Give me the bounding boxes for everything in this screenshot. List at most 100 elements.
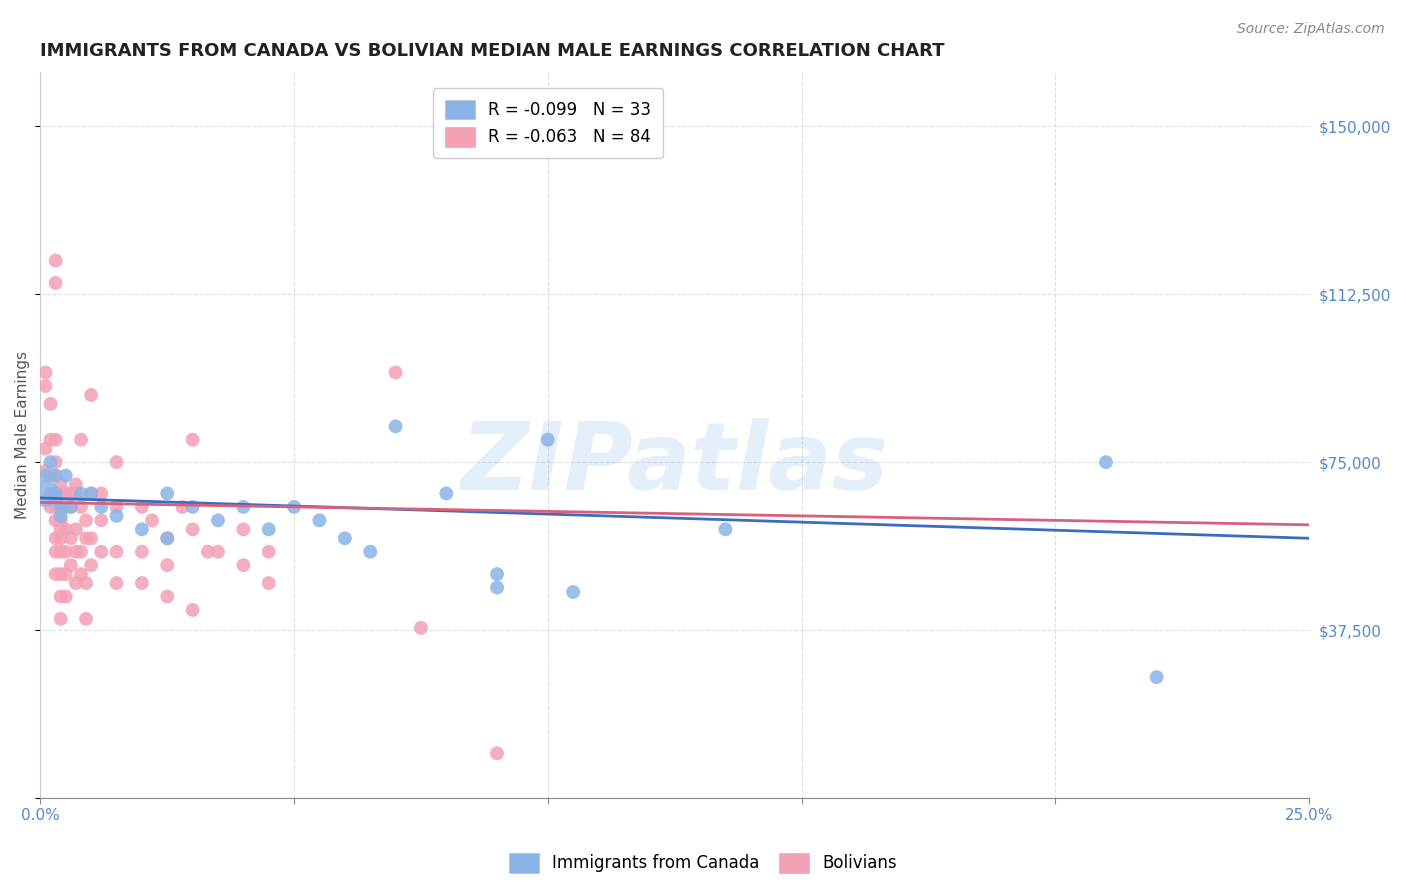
Legend: R = -0.099   N = 33, R = -0.063   N = 84: R = -0.099 N = 33, R = -0.063 N = 84 (433, 88, 662, 158)
Point (49, 508, 72, 523)
Point (80, 388, 103, 402)
Point (75, 612, 97, 626)
Point (45, 253, 67, 268)
Point (70, 545, 93, 559)
Point (34, 442, 56, 456)
Point (131, 545, 153, 559)
Point (409, 621, 432, 635)
Point (181, 500, 204, 514)
Point (90, 500, 112, 514)
Point (308, 513, 330, 527)
Point (80, 531, 103, 545)
Point (55, 590, 77, 604)
Point (34, 366, 56, 380)
Point (45, 513, 67, 527)
Point (39, 455, 62, 469)
Point (49, 513, 72, 527)
Point (70, 500, 93, 514)
Point (257, 576, 280, 591)
Point (714, 522, 737, 536)
Point (45, 500, 67, 514)
Point (90, 545, 112, 559)
Point (45, 468, 67, 483)
Point (59, 500, 82, 514)
Point (55, 567, 77, 582)
Point (105, 508, 128, 523)
Point (181, 433, 204, 447)
Point (75, 513, 97, 527)
Point (39, 468, 62, 483)
Point (131, 500, 153, 514)
Point (65, 477, 87, 491)
Point (232, 500, 254, 514)
Point (45, 486, 67, 500)
Point (434, 486, 457, 500)
Point (232, 558, 254, 573)
Point (49, 567, 72, 582)
Point (49, 477, 72, 491)
Point (45, 276, 67, 290)
Point (45, 531, 67, 545)
Point (65, 545, 87, 559)
Point (105, 500, 128, 514)
Point (45, 545, 67, 559)
Point (232, 522, 254, 536)
Point (105, 455, 128, 469)
Point (131, 576, 153, 591)
Point (39, 486, 62, 500)
Point (75, 531, 97, 545)
Point (55, 500, 77, 514)
Point (45, 486, 67, 500)
Point (562, 585, 585, 599)
Point (156, 531, 179, 545)
Point (359, 545, 381, 559)
Point (55, 522, 77, 536)
Point (59, 531, 82, 545)
Point (257, 545, 280, 559)
Point (197, 545, 219, 559)
Point (34, 468, 56, 483)
Point (105, 576, 128, 591)
Point (156, 531, 179, 545)
Point (257, 522, 280, 536)
Point (45, 468, 67, 483)
Point (75, 576, 97, 591)
Point (207, 545, 229, 559)
Point (80, 558, 103, 573)
Point (45, 433, 67, 447)
Point (49, 531, 72, 545)
Point (65, 522, 87, 536)
Point (105, 545, 128, 559)
Point (156, 486, 179, 500)
Point (181, 603, 204, 617)
Point (80, 486, 103, 500)
Point (39, 433, 62, 447)
Point (141, 513, 163, 527)
Point (384, 419, 406, 434)
Point (486, 746, 509, 760)
Point (49, 612, 72, 626)
Point (131, 522, 153, 536)
Point (70, 486, 93, 500)
Point (283, 500, 305, 514)
Point (80, 486, 103, 500)
Point (59, 558, 82, 573)
Point (34, 486, 56, 500)
Point (34, 379, 56, 393)
Point (49, 545, 72, 559)
Point (1146, 670, 1168, 684)
Point (55, 468, 77, 483)
Point (49, 486, 72, 500)
Point (39, 500, 62, 514)
Point (59, 500, 82, 514)
Point (172, 500, 194, 514)
Point (70, 433, 93, 447)
Point (45, 455, 67, 469)
Point (90, 486, 112, 500)
Y-axis label: Median Male Earnings: Median Male Earnings (15, 351, 30, 519)
Point (156, 558, 179, 573)
Point (156, 590, 179, 604)
Point (49, 522, 72, 536)
Point (39, 397, 62, 411)
Point (45, 567, 67, 582)
